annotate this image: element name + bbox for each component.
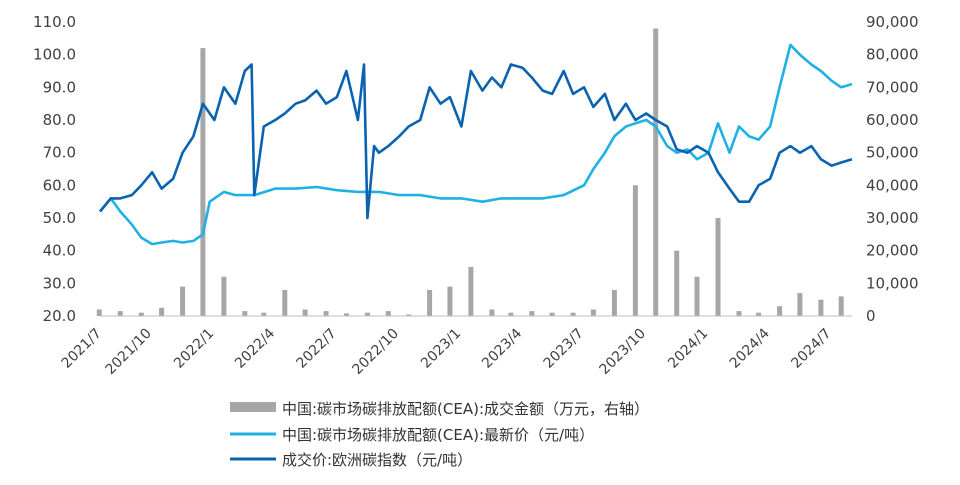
trade-amount-bar <box>385 311 391 316</box>
right-y-tick-label: 0 <box>866 307 876 325</box>
right-y-tick-label: 90,000 <box>866 13 919 31</box>
legend-label: 中国:碳市场碳排放配额(CEA):成交金额（万元，右轴） <box>282 400 649 418</box>
x-tick-label: 2023/1 <box>418 326 464 372</box>
trade-amount-bar <box>508 312 514 316</box>
legend-swatch <box>230 402 276 412</box>
left-y-tick-label: 50.0 <box>43 209 76 227</box>
trade-amount-bar <box>611 289 617 316</box>
trade-amount-bar <box>96 309 102 316</box>
trade-amount-bar <box>777 306 783 316</box>
left-y-tick-label: 60.0 <box>43 176 76 194</box>
right-y-tick-label: 20,000 <box>866 242 919 260</box>
trade-amount-bar <box>570 312 576 316</box>
x-tick-label: 2023/10 <box>597 326 649 378</box>
trade-amount-bar <box>818 299 824 316</box>
x-tick-label: 2024/1 <box>665 326 711 372</box>
cea-price-line <box>98 43 853 246</box>
trade-amount-bar <box>632 185 638 316</box>
x-tick-label: 2022/1 <box>171 326 217 372</box>
left-y-tick-label: 30.0 <box>43 274 76 292</box>
right-y-tick-label: 50,000 <box>866 144 919 162</box>
x-tick-label: 2024/4 <box>727 325 773 371</box>
trade-amount-bar <box>715 218 721 316</box>
x-tick-label: 2021/7 <box>59 326 105 372</box>
trade-amount-bar <box>343 313 349 316</box>
trade-amount-bar <box>447 286 453 316</box>
left-y-tick-label: 40.0 <box>43 242 76 260</box>
legend-label: 中国:碳市场碳排放配额(CEA):最新价（元/吨） <box>282 426 594 444</box>
left-y-tick-label: 110.0 <box>33 13 76 31</box>
eu-carbon-index-line <box>98 63 853 220</box>
right-y-tick-label: 40,000 <box>866 176 919 194</box>
x-tick-label: 2021/10 <box>102 326 154 378</box>
x-tick-label: 2022/7 <box>294 326 340 372</box>
trade-amount-bar <box>323 311 329 316</box>
x-tick-label: 2022/4 <box>232 325 278 371</box>
right-y-tick-label: 10,000 <box>866 274 919 292</box>
trade-amount-bar <box>838 296 844 316</box>
trade-amount-bar <box>138 312 144 316</box>
right-y-tick-label: 80,000 <box>866 46 919 64</box>
trade-amount-bars <box>96 28 844 316</box>
x-tick-label: 2023/7 <box>541 326 587 372</box>
trade-amount-bar <box>756 312 762 316</box>
trade-amount-bar <box>200 48 206 316</box>
right-y-tick-label: 70,000 <box>866 78 919 96</box>
trade-amount-bar <box>797 293 803 316</box>
left-y-tick-label: 90.0 <box>43 78 76 96</box>
right-y-tick-label: 30,000 <box>866 209 919 227</box>
trade-amount-bar <box>427 289 433 316</box>
trade-amount-bar <box>159 307 165 316</box>
trade-amount-bar <box>282 289 288 316</box>
trade-amount-bar <box>736 311 742 316</box>
trade-amount-bar <box>653 28 659 316</box>
trade-amount-bar <box>694 276 700 316</box>
trade-amount-bar <box>674 250 680 316</box>
legend-label: 成交价:欧洲碳指数（元/吨） <box>282 451 472 469</box>
trade-amount-bar <box>242 311 248 316</box>
left-y-tick-label: 80.0 <box>43 111 76 129</box>
right-y-tick-label: 60,000 <box>866 111 919 129</box>
left-y-tick-label: 100.0 <box>33 46 76 64</box>
trade-amount-bar <box>180 286 186 316</box>
x-tick-label: 2024/7 <box>788 326 834 372</box>
trade-amount-bar <box>364 312 370 316</box>
x-tick-label: 2022/10 <box>350 326 402 378</box>
price-lines <box>98 43 853 246</box>
trade-amount-bar <box>549 312 555 316</box>
trade-amount-bar <box>261 312 267 316</box>
trade-amount-bar <box>221 276 227 316</box>
trade-amount-bar <box>529 311 535 316</box>
x-tick-label: 2023/4 <box>479 325 525 371</box>
trade-amount-bar <box>489 309 495 316</box>
left-y-tick-label: 70.0 <box>43 144 76 162</box>
legend: 中国:碳市场碳排放配额(CEA):成交金额（万元，右轴） 中国:碳市场碳排放配额(… <box>230 400 649 469</box>
trade-amount-bar <box>468 267 474 316</box>
trade-amount-bar <box>117 311 123 316</box>
trade-amount-bar <box>590 309 596 316</box>
trade-amount-bar <box>406 314 412 316</box>
trade-amount-bar <box>302 309 308 316</box>
left-y-tick-label: 20.0 <box>43 307 76 325</box>
